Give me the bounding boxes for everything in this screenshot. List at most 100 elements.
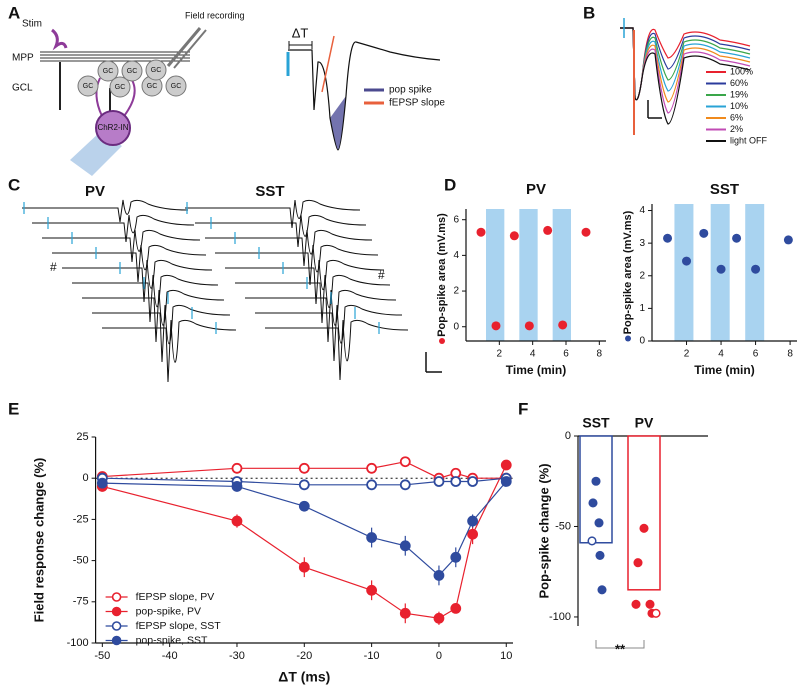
point xyxy=(751,264,761,274)
point xyxy=(399,479,411,491)
point xyxy=(587,536,597,546)
x-tick-label: -40 xyxy=(162,650,178,662)
y-label-dot xyxy=(625,335,631,342)
chart-title: PV xyxy=(526,181,546,198)
point xyxy=(467,515,479,527)
x-tick-label: 2 xyxy=(684,349,690,360)
group-title: PV xyxy=(85,183,105,200)
point xyxy=(645,599,655,609)
x-tick-label: 8 xyxy=(787,349,793,360)
point xyxy=(399,540,411,552)
light-period xyxy=(674,204,694,341)
point xyxy=(581,227,591,237)
y-tick-label: 2 xyxy=(453,286,459,297)
gc-cell xyxy=(97,60,119,82)
trace xyxy=(22,199,189,223)
point xyxy=(433,476,445,487)
x-tick-label: -50 xyxy=(94,650,110,662)
x-axis-label: Time (min) xyxy=(694,363,754,377)
point xyxy=(433,570,445,581)
mpp-label: MPP xyxy=(12,53,34,64)
point xyxy=(491,321,501,331)
panel-b: 100% 60%19% 10%6% 2%light OFF xyxy=(620,18,768,145)
legend-label: light OFF xyxy=(730,135,768,145)
y-axis-label: Pop-spike area (mV.ms) xyxy=(436,213,448,337)
y-tick-label: -75 xyxy=(73,596,89,608)
point xyxy=(699,228,709,238)
legend-label: pop-spike, PV xyxy=(136,605,201,617)
gc-cell xyxy=(121,60,143,82)
chart-title: SST xyxy=(710,181,739,198)
legend-label: 19% xyxy=(730,89,748,99)
panel-c: PV SST # # xyxy=(22,183,442,383)
point xyxy=(716,264,726,274)
y-tick-label: 25 xyxy=(76,431,88,443)
y-tick-label: 0 xyxy=(82,472,88,484)
gc-label: GC xyxy=(115,84,126,91)
marker-label: # xyxy=(50,260,57,274)
legend: pop spike fEPSP slope xyxy=(364,85,445,109)
gc-label: GC xyxy=(147,83,158,90)
significance-bracket xyxy=(595,640,645,649)
light-period xyxy=(486,209,505,341)
point xyxy=(298,500,310,512)
panel-label: C xyxy=(8,175,20,194)
legend-label: fEPSP slope, SST xyxy=(136,620,222,632)
legend-label: 10% xyxy=(730,101,748,111)
point xyxy=(591,476,601,486)
panel-label: D xyxy=(444,175,456,194)
point xyxy=(467,528,479,540)
trace xyxy=(62,259,213,303)
gc-cell xyxy=(145,59,167,81)
field-label: Field recording xyxy=(185,10,245,20)
point xyxy=(732,233,742,243)
gc-label: GC xyxy=(127,68,138,75)
trace xyxy=(52,244,207,283)
panel-label: A xyxy=(8,3,20,22)
stim-label: Stim xyxy=(22,19,42,30)
example-trace xyxy=(286,35,441,151)
significance-label: ** xyxy=(615,641,626,656)
point xyxy=(500,459,512,471)
point xyxy=(631,599,641,609)
trace xyxy=(82,289,225,343)
trace xyxy=(42,229,201,263)
delta-t-label: ΔT xyxy=(292,25,309,40)
y-tick-label: 1 xyxy=(639,303,645,314)
gc-label: GC xyxy=(171,83,182,90)
y-tick-label: -25 xyxy=(73,513,89,525)
y-tick-label: -50 xyxy=(73,555,89,567)
trace xyxy=(255,304,403,362)
point xyxy=(651,608,661,618)
y-tick-label: 0 xyxy=(565,430,571,442)
trace xyxy=(235,274,391,324)
x-tick-label: 6 xyxy=(753,349,759,360)
category-label: PV xyxy=(635,415,654,431)
panel-labels: A B C D E F xyxy=(8,3,595,418)
x-tick-label: 4 xyxy=(530,349,536,360)
y-axis-label: Field response change (%) xyxy=(31,458,46,623)
x-tick-label: -30 xyxy=(229,650,245,662)
x-tick-label: 0 xyxy=(436,650,442,662)
legend-label: pop spike xyxy=(389,85,432,96)
point xyxy=(231,515,243,527)
trace xyxy=(205,229,373,267)
legend-label: 2% xyxy=(730,124,743,134)
x-tick-label: 4 xyxy=(718,349,724,360)
panel-label: B xyxy=(583,3,595,22)
category-label: SST xyxy=(582,415,610,431)
x-tick-label: -10 xyxy=(364,650,380,662)
x-tick-label: 10 xyxy=(500,650,512,662)
point xyxy=(399,456,411,468)
point xyxy=(597,585,607,595)
gcl-label: GCL xyxy=(12,83,33,94)
point xyxy=(231,481,243,492)
point xyxy=(298,462,310,474)
trace xyxy=(225,259,385,305)
schematic xyxy=(40,27,207,176)
panel-label: F xyxy=(518,399,528,418)
legend-marker xyxy=(111,635,122,646)
trace xyxy=(72,274,219,323)
point xyxy=(433,612,445,624)
